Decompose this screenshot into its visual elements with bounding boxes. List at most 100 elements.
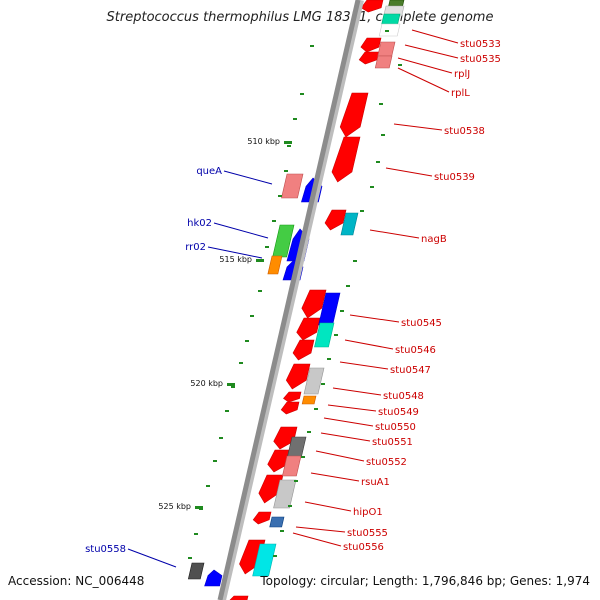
gene-label-stu0552: stu0552 [366,457,407,468]
leader-line [339,361,389,370]
tick-mark [310,45,314,47]
major-tick [195,506,203,509]
leader-line [349,314,400,323]
tick-mark [245,340,249,342]
tick-mark [301,456,305,458]
gene-box [269,516,285,528]
tick-mark [294,480,298,482]
tick-mark [293,118,297,120]
gene-box [314,322,335,348]
gene-box [340,212,359,236]
leader-line [344,339,394,350]
tick-mark [327,358,331,360]
tick-mark [188,557,192,559]
accession-text: Accession: NC_006448 [8,574,145,588]
gene-box [378,23,401,37]
gene-label-stu0549: stu0549 [378,407,419,418]
gene-label-stu0556: stu0556 [343,542,384,553]
label-leaders [127,29,459,568]
tick-mark [300,93,304,95]
leader-line [323,417,374,427]
gene-arrow [283,391,302,403]
leader-line [315,450,365,462]
leader-line [369,229,420,239]
leader-line [304,501,352,512]
leader-line [207,246,263,259]
gene-arrow [331,136,361,183]
gene-arrow [258,474,284,504]
dna-backbone [217,0,364,600]
gene-label-stu0550: stu0550 [375,422,416,433]
gene-box [301,395,317,405]
gene-box [252,543,277,577]
gene-labels: stu0533 stu0535 rplJ rplL stu0538 stu0539 nagB… [85,39,501,555]
major-tick [256,259,264,262]
tick-mark [287,145,291,147]
gene-arrow [273,426,298,450]
gene-label-rplL: rplL [451,88,470,99]
gene-box [281,173,304,199]
tick-mark [284,170,288,172]
tick-mark [194,533,198,535]
leader-line [310,472,360,482]
gene-arrow [296,317,321,341]
tick-mark [231,386,235,388]
gene-arrow [292,339,315,361]
gene-box [383,5,405,17]
tick-mark [314,408,318,410]
gene-label-hipO1: hipO1 [353,507,383,518]
leader-line [397,67,450,93]
leader-line [411,29,459,44]
gene-label-stu0538: stu0538 [444,126,485,137]
gene-box [282,455,302,477]
gene-label-rsuA1: rsuA1 [361,477,390,488]
tick-mark [219,437,223,439]
gene-box [272,224,295,258]
gene-label-nagB: nagB [421,234,447,245]
leader-line [223,170,273,185]
tick-mark [376,161,380,163]
gene-arrow [301,289,327,319]
tick-mark [353,260,357,262]
gene-label-stu0545: stu0545 [401,318,442,329]
gene-label-stu0555: stu0555 [347,528,388,539]
gene-box [303,367,325,395]
tick-mark [250,315,254,317]
gene-arrow [229,595,249,600]
tick-mark [346,285,350,287]
leader-line [404,44,459,59]
genome-summary: Topology: circular; Length: 1,796,846 bp… [260,574,590,588]
gene-label-stu0539: stu0539 [434,172,475,183]
tick-mark [321,383,325,385]
tick-mark [340,310,344,312]
gene-arrow [204,569,223,587]
kbp-tick-label: 510 kbp [247,137,280,146]
gene-label-rplJ: rplJ [454,69,470,80]
tick-mark [258,290,262,292]
gene-arrow [252,511,272,525]
leader-line [292,532,342,547]
leader-line [127,548,177,568]
gene-arrow [239,539,266,575]
gene-label-stu0548: stu0548 [383,391,424,402]
gene-arrow [360,37,382,53]
gene-box [374,55,393,69]
tick-mark [398,64,402,66]
tick-mark [370,186,374,188]
tick-mark [385,30,389,32]
tick-mark [381,134,385,136]
tick-mark [273,555,277,557]
gene-arrow [358,51,380,65]
tick-mark [280,530,284,532]
kbp-tick-label: 520 kbp [190,379,223,388]
leader-line [327,404,377,412]
gene-label-queA: queA [196,166,222,177]
gene-box [273,479,297,509]
kbp-ticks: 510 kbp 515 kbp 520 kbp 525 kbp [158,30,402,559]
backbone-line [217,0,361,600]
gene-label-stu0533: stu0533 [460,39,501,50]
gene-label-stu0546: stu0546 [395,345,436,356]
gene-box [377,41,396,57]
gene-box [388,0,405,7]
